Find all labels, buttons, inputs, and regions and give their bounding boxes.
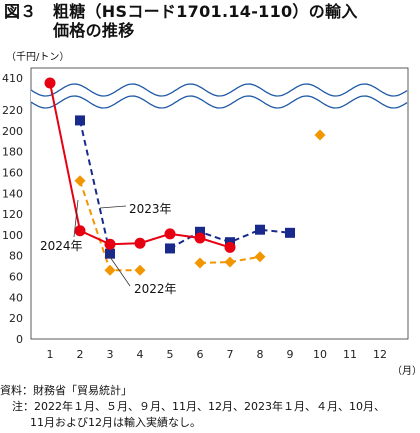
data-point [285, 227, 295, 238]
series-label-leader [99, 205, 127, 209]
data-point [75, 115, 85, 126]
data-point [224, 256, 236, 268]
data-point [74, 175, 86, 187]
data-point [194, 257, 206, 269]
x-axis-unit: （月） [392, 366, 420, 377]
y-tick-label: 200 [2, 125, 23, 138]
data-point [74, 225, 86, 237]
y-tick-label: 140 [2, 187, 23, 200]
x-tick-label: 9 [287, 348, 294, 361]
chart-title-line1: 図３ 粗糖（HSコード1701.14-110）の輸入 [4, 2, 358, 21]
data-point [134, 264, 146, 276]
axis-break-line-lower [30, 95, 408, 109]
x-tick-label: 10 [313, 348, 327, 361]
data-point [194, 232, 206, 244]
y-tick-label: 120 [2, 208, 23, 221]
x-tick-label: 3 [107, 348, 114, 361]
data-point [104, 264, 116, 276]
x-tick-label: 2 [77, 348, 84, 361]
x-tick-label: 4 [137, 348, 144, 361]
data-point [224, 241, 236, 253]
x-tick-label: 12 [373, 348, 387, 361]
footnote-line1: 注：2022年１月、５月、９月、11月、12月、2023年１月、４月、10月、 [12, 400, 385, 413]
x-tick-label: 11 [343, 348, 357, 361]
data-point [105, 248, 115, 259]
x-tick-label: 1 [47, 348, 54, 361]
y-tick-label: 100 [2, 229, 23, 242]
x-tick-label: 8 [257, 348, 264, 361]
x-tick-label: 7 [227, 348, 234, 361]
plot-frame [30, 67, 409, 340]
y-axis-unit: （千円/トン） [6, 52, 70, 63]
data-point [164, 228, 176, 240]
source-note: 資料：財務省「貿易統計」 [0, 384, 132, 397]
data-point [165, 243, 175, 254]
chart-title-line2: 価格の推移 [53, 21, 135, 40]
series-label: 2022年 [134, 282, 177, 296]
series-label-leader [107, 253, 131, 287]
series-label: 2023年 [129, 202, 172, 216]
y-tick-label: 160 [2, 166, 23, 179]
data-point [195, 226, 205, 237]
axis-break-line-upper [30, 83, 408, 97]
data-point [104, 238, 116, 250]
y-tick-label: 180 [2, 146, 23, 159]
x-tick-label: 5 [167, 348, 174, 361]
data-point [254, 251, 266, 263]
data-point [134, 237, 146, 249]
y-tick-label: 20 [9, 312, 23, 325]
y-tick-label: 80 [9, 250, 23, 263]
y-tick-label-break: 410 [2, 72, 23, 85]
y-tick-label: 220 [2, 104, 23, 117]
series-label: 2024年 [40, 239, 83, 253]
x-tick-label: 6 [197, 348, 204, 361]
chart-title: 図３ 粗糖（HSコード1701.14-110）の輸入 価格の推移 [4, 2, 358, 40]
footnote-line2: 11月および12月は輸入実績なし。 [30, 416, 201, 429]
series-line [79, 120, 111, 254]
footnote: 注：2022年１月、５月、９月、11月、12月、2023年１月、４月、10月、 … [12, 399, 418, 431]
data-point [44, 77, 56, 89]
data-point [255, 224, 265, 235]
data-point [314, 129, 326, 141]
y-tick-label: 60 [9, 271, 23, 284]
y-tick-label: 40 [9, 291, 23, 304]
series-label-leader [73, 199, 79, 238]
series-line [49, 82, 231, 249]
y-tick-label: 0 [16, 333, 23, 346]
